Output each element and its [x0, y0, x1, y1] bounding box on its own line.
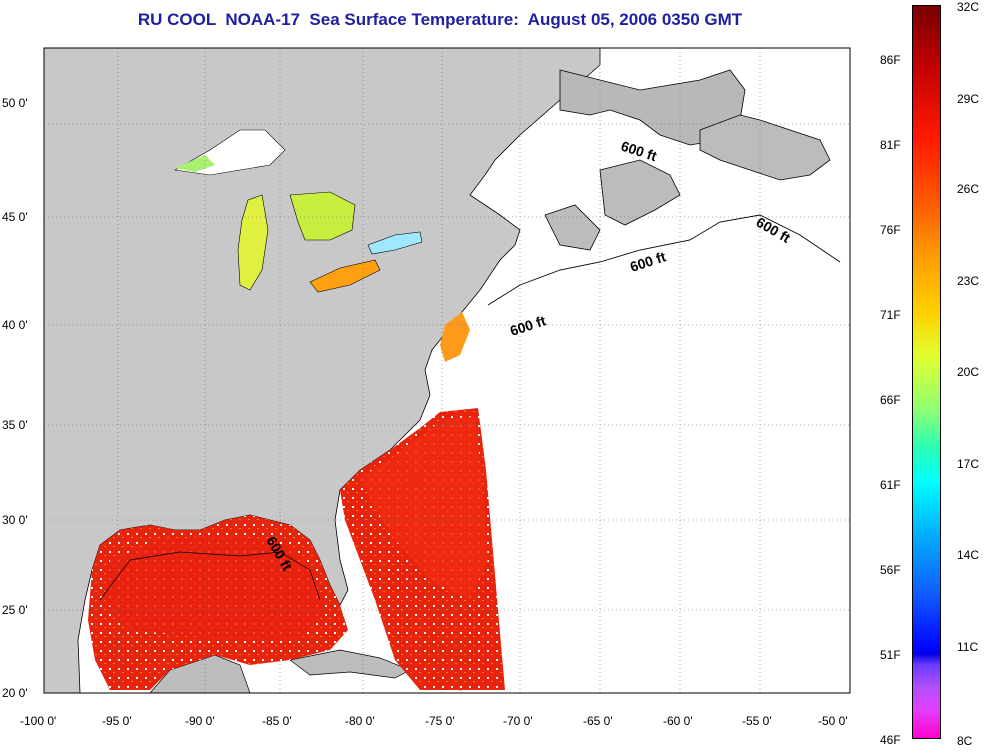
colorbar-label-c: 26C: [957, 182, 980, 196]
colorbar-label-f: 86F: [880, 53, 901, 67]
colorbar-label-f: 56F: [880, 563, 901, 577]
colorbar-label-c: 20C: [957, 365, 980, 379]
map-border: [43, 47, 851, 694]
lake-ontario: [367, 231, 423, 255]
lat-label: 50 0': [2, 96, 28, 110]
lon-label: -100 0': [20, 714, 57, 728]
temperature-colorbar: [912, 5, 941, 739]
lat-label: 45 0': [2, 210, 28, 224]
lon-label: -95 0': [102, 714, 132, 728]
lon-label: -60 0': [663, 714, 693, 728]
lat-label: 40 0': [2, 318, 28, 332]
isobath-600ft: [487, 214, 841, 306]
lon-label: -85 0': [262, 714, 292, 728]
colorbar-label-f: 66F: [880, 393, 901, 407]
lon-label: -70 0': [503, 714, 533, 728]
gulf-sst-core: [105, 535, 325, 640]
lake-erie: [309, 259, 381, 293]
atlantic-sst-core: [360, 416, 488, 600]
colorbar-label-c: 23C: [957, 274, 980, 288]
colorbar-label-f: 51F: [880, 648, 901, 662]
colorbar-label-f: 71F: [880, 308, 901, 322]
colorbar-label-c: 29C: [957, 92, 980, 106]
colorbar-label-f: 61F: [880, 478, 901, 492]
lat-label: 30 0': [2, 513, 28, 527]
cape-area: [544, 204, 601, 251]
colorbar-label-f: 46F: [880, 733, 901, 747]
map-title: RU COOL NOAA-17 Sea Surface Temperature:…: [137, 10, 743, 29]
isobath-600ft-gulf: [99, 551, 321, 601]
mid-atlantic-sst: [440, 312, 470, 362]
lon-label: -55 0': [742, 714, 772, 728]
lake-superior-west: [175, 155, 215, 172]
colorbar-label-c: 17C: [957, 457, 980, 471]
lat-label: 25 0': [2, 603, 28, 617]
nova-scotia: [599, 159, 681, 226]
lon-label: -90 0': [185, 714, 215, 728]
colorbar-label-f: 81F: [880, 138, 901, 152]
lon-label: -80 0': [345, 714, 375, 728]
newfoundland: [699, 114, 831, 181]
cuba: [289, 649, 411, 679]
lon-label: -50 0': [818, 714, 848, 728]
lake-huron: [289, 191, 356, 241]
lat-label: 35 0': [2, 418, 28, 432]
colorbar-label-c: 14C: [957, 548, 980, 562]
colorbar-label-c: 11C: [957, 640, 979, 654]
lake-michigan: [237, 194, 269, 291]
colorbar-label-c: 8C: [957, 734, 973, 748]
colorbar-label-c: 32C: [957, 0, 980, 14]
colorbar-label-f: 76F: [880, 223, 901, 237]
lon-label: -65 0': [583, 714, 613, 728]
lat-label: 20 0': [2, 686, 28, 700]
lon-label: -75 0': [425, 714, 455, 728]
